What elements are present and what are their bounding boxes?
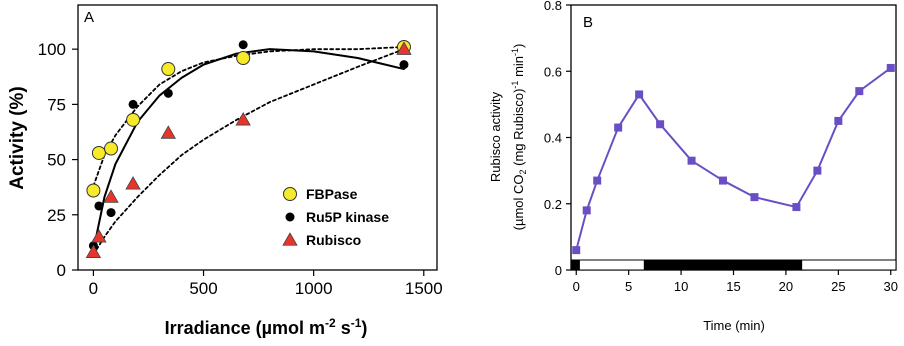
panel-b-point <box>582 206 591 215</box>
panel-b-x-tick-label: 0 <box>573 279 580 294</box>
panel-b-y-tick-label: 0.4 <box>544 131 562 146</box>
panel-b-y-tick-label: 0 <box>555 263 562 278</box>
panel-b: B 0 5 10 15 20 25 30 0 0.2 0.4 0.6 0.8 Time (min) R… <box>488 0 898 333</box>
panel-b-label: B <box>583 14 593 31</box>
panel-b-x-tick-label: 30 <box>884 279 898 294</box>
panel-a-fit-solid <box>92 48 405 252</box>
panel-a-point-dot <box>128 99 138 109</box>
panel-a-point-triangle <box>103 189 119 203</box>
panel-a-legend-marker <box>283 187 297 201</box>
panel-a-y-tick-label: 100 <box>38 40 66 59</box>
panel-a: A 0 500 1000 1500 0 25 50 75 100 Irradiance (µmo… <box>7 4 443 338</box>
panel-a-y-tick-label: 75 <box>47 95 66 114</box>
panel-b-ticks: 0 5 10 15 20 25 30 0 0.2 0.4 0.6 0.8 <box>544 0 898 294</box>
panel-a-x-tick-label: 0 <box>89 279 98 298</box>
panel-b-point <box>855 87 864 96</box>
panel-b-x-tick-label: 20 <box>779 279 793 294</box>
panel-a-point-triangle <box>235 112 251 126</box>
panel-b-x-tick-label: 15 <box>726 279 740 294</box>
panel-a-y-axis-label: Activity (%) <box>7 86 28 189</box>
panel-a-point-dot <box>238 40 248 50</box>
panel-b-frame <box>570 4 897 271</box>
panel-b-x-tick-label: 25 <box>831 279 845 294</box>
panel-b-point <box>635 90 644 99</box>
panel-a-point-triangle <box>91 229 107 243</box>
panel-b-light-dark-bar <box>570 259 897 271</box>
panel-b-point <box>750 193 759 202</box>
panel-a-point-circle <box>126 112 141 127</box>
panel-b-bar-dark <box>643 259 803 271</box>
panel-a-fit-dotted <box>92 46 405 187</box>
panel-a-x-tick-label: 1000 <box>295 279 333 298</box>
panel-a-point-circle <box>91 145 106 160</box>
panel-a-point-dot <box>106 208 116 218</box>
panel-a-fit-dotted <box>92 48 405 256</box>
panel-a-legend-label: Rubisco <box>306 232 361 248</box>
panel-b-point <box>792 203 801 212</box>
panel-b-y-axis-label-line2: (µmol CO2 (mg Rubisco)-1 min-1) <box>510 44 528 231</box>
panel-a-point-dot <box>94 201 104 211</box>
panel-a-point-triangle <box>160 125 176 139</box>
panel-a-y-tick-label: 50 <box>47 151 66 170</box>
panel-a-x-tick-label: 1500 <box>405 279 443 298</box>
panel-a-label: A <box>84 9 94 26</box>
panel-b-bar-dark <box>570 259 580 271</box>
panel-a-x-tick-label: 500 <box>189 279 217 298</box>
panel-b-y-axis-label-line1: Rubisco activity <box>488 91 503 182</box>
panel-a-point-triangle <box>125 176 141 190</box>
panel-a-legend-marker <box>282 232 298 246</box>
panel-b-series-line <box>575 67 892 251</box>
panel-b-y-tick-label: 0.8 <box>544 0 562 13</box>
panel-b-point <box>593 176 602 185</box>
panel-b-point <box>656 120 665 129</box>
panel-a-point-circle <box>86 183 101 198</box>
panel-b-point <box>572 246 581 255</box>
panel-a-point-triangle <box>396 41 412 55</box>
panel-a-x-axis-label: Irradiance (µmol m-2 s-1) <box>165 316 368 338</box>
panel-a-legend: FBPase Ru5P kinase Rubisco <box>282 186 389 248</box>
panel-a-frame <box>77 4 438 271</box>
panel-b-bar-light <box>578 259 645 271</box>
panel-a-y-tick-label: 25 <box>47 206 66 225</box>
panel-b-y-tick-label: 0.6 <box>544 64 562 79</box>
panel-a-point-dot <box>399 60 409 70</box>
panel-a-points <box>85 39 412 258</box>
panel-a-fit-curves <box>92 46 405 256</box>
panel-b-point <box>719 176 728 185</box>
panel-a-point-dot <box>163 88 173 98</box>
panel-a-legend-marker <box>285 212 295 222</box>
panel-a-y-tick-label: 0 <box>57 261 66 280</box>
panel-a-point-circle <box>161 62 176 77</box>
panel-b-point <box>687 156 696 165</box>
panel-b-point <box>614 123 623 132</box>
panel-b-x-tick-label: 5 <box>625 279 632 294</box>
panel-a-point-triangle <box>85 244 102 258</box>
panel-b-x-axis-label: Time (min) <box>703 318 765 333</box>
panel-b-y-tick-label: 0.2 <box>544 197 562 212</box>
panel-b-point <box>886 63 895 72</box>
panel-b-point <box>834 116 843 125</box>
panel-b-bar-light <box>801 259 897 271</box>
panel-b-point <box>813 166 822 175</box>
panel-a-point-circle <box>104 141 119 156</box>
panel-a-point-circle <box>236 51 251 65</box>
panel-b-series <box>572 63 895 255</box>
panel-a-ticks: 0 500 1000 1500 0 25 50 75 100 <box>38 40 443 298</box>
panel-b-x-tick-label: 10 <box>674 279 688 294</box>
panel-a-legend-label: Ru5P kinase <box>306 209 389 225</box>
panel-a-legend-label: FBPase <box>306 186 358 202</box>
